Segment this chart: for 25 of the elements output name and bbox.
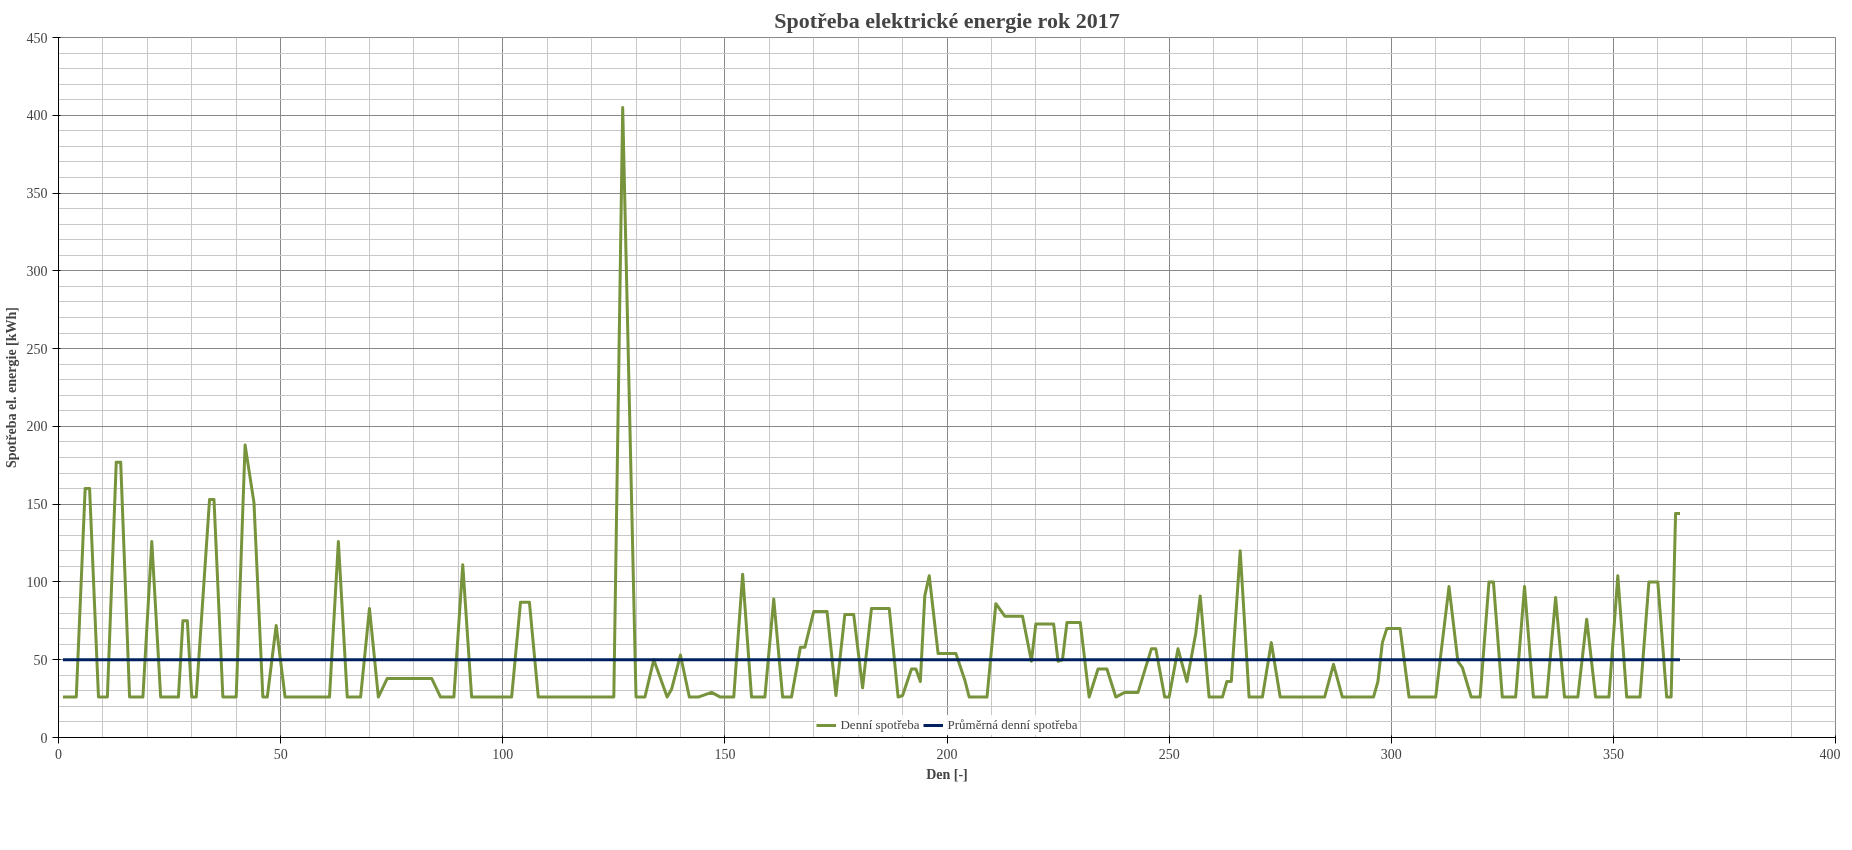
x-tick-label: 150 (714, 746, 736, 762)
y-tick-label: 350 (26, 186, 48, 202)
x-tick-label: 200 (936, 746, 958, 762)
y-tick-label: 100 (26, 574, 48, 590)
legend-label: Průměrná denní spotřeba (947, 717, 1078, 733)
x-tick-label: 50 (273, 746, 288, 762)
x-tick-label: 400 (1819, 746, 1841, 762)
y-tick-label: 50 (33, 652, 48, 668)
y-tick-label: 250 (26, 341, 48, 357)
y-tick-label: 150 (26, 497, 48, 513)
y-axis-title: Spotřeba el. energie [kWh] (3, 307, 19, 468)
x-tick-label: 0 (55, 746, 62, 762)
y-tick-label: 400 (26, 108, 48, 124)
y-tick-label: 450 (26, 30, 48, 46)
x-tick-label: 100 (492, 746, 514, 762)
x-tick-label: 350 (1602, 746, 1624, 762)
y-tick-label: 0 (40, 730, 48, 746)
y-tick-label: 200 (26, 419, 48, 435)
x-axis-title: Den [-] (926, 766, 968, 782)
legend-label: Denní spotřeba (840, 717, 920, 733)
chart-title: Spotřeba elektrické energie rok 2017 (774, 7, 1120, 33)
line-series (61, 106, 1682, 699)
x-tick-label: 300 (1380, 746, 1402, 762)
x-tick-label: 250 (1158, 746, 1180, 762)
y-tick-label: 300 (26, 263, 48, 279)
